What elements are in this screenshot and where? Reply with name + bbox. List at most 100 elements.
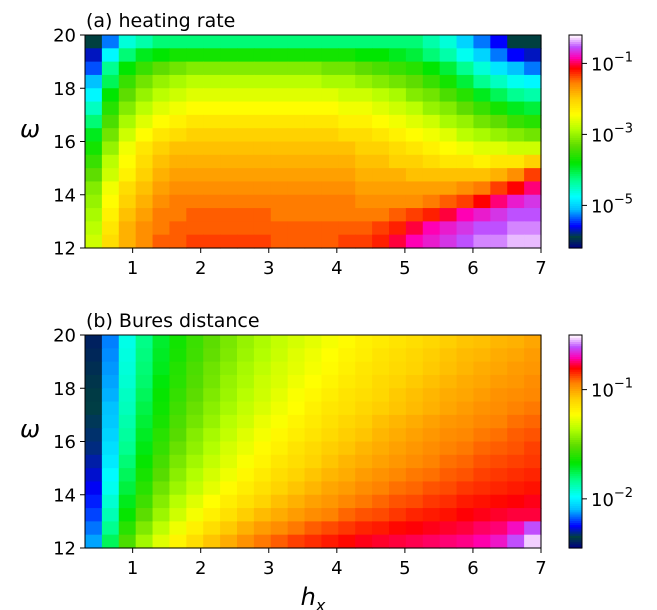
heatmap-cell (85, 441, 103, 456)
heatmap-cell (355, 74, 373, 89)
heatmap-cell (524, 88, 542, 103)
heatmap-cell (203, 348, 221, 363)
colorbar-segment (569, 358, 582, 362)
heatmap-cell (389, 74, 407, 89)
heatmap-cell (473, 481, 491, 496)
heatmap-cell (321, 468, 339, 483)
colorbar-segment (569, 49, 582, 53)
heatmap-cell (524, 208, 542, 222)
heatmap-cell (422, 361, 441, 376)
colorbar-segment (569, 398, 582, 402)
colorbar-segment (569, 86, 582, 89)
colorbar-segment (569, 518, 582, 521)
heatmap-cell (186, 88, 204, 103)
heatmap-cell (389, 335, 407, 349)
colorbar-segment (569, 539, 582, 543)
heatmap-cell (118, 401, 137, 416)
heatmap-cell (253, 208, 272, 222)
heatmap-cell (220, 494, 238, 509)
heatmap-cell (355, 388, 373, 403)
heatmap-cell (507, 414, 525, 429)
heatmap-cell (220, 128, 238, 143)
heatmap-cell (237, 468, 255, 483)
colorbar-segment (569, 379, 582, 383)
colorbar-segment (569, 537, 582, 541)
heatmap-cell (405, 335, 424, 349)
colorbar-segment (569, 432, 582, 436)
heatmap-cell (389, 35, 407, 49)
heatmap-cell (287, 401, 306, 416)
heatmap-cell (355, 468, 373, 483)
heatmap-cell (186, 388, 204, 403)
colorbar-segment (569, 171, 582, 175)
heatmap-cell (152, 48, 171, 63)
heatmap-cell (355, 454, 373, 469)
heatmap-cell (321, 454, 339, 469)
heatmap-cell (507, 221, 525, 236)
heatmap-cell (270, 168, 289, 183)
heatmap-cell (338, 74, 356, 89)
colorbar-segment (569, 388, 582, 391)
heatmap-cell (490, 128, 508, 143)
heatmap-cell (338, 234, 356, 249)
heatmap-cell (203, 128, 221, 143)
heatmap-cell (287, 74, 306, 89)
heatmap-cell (237, 521, 255, 536)
colorbar-segment (569, 411, 582, 415)
heatmap-cell (85, 128, 103, 143)
colorbar-segment (569, 458, 582, 462)
heatmap-cell (338, 361, 356, 376)
heatmap-cell (507, 128, 525, 143)
heatmap-cell (473, 88, 491, 103)
heatmap-cell (270, 481, 289, 496)
heatmap-cell (169, 74, 187, 89)
colorbar-segment (569, 205, 582, 209)
heatmap-cell (473, 128, 491, 143)
heatmap-cell (287, 234, 306, 249)
heatmap-cell (422, 234, 441, 249)
heatmap-cell (372, 154, 390, 169)
heatmap-cell (186, 61, 204, 76)
heatmap-cell (270, 114, 289, 129)
heatmap-cell (321, 521, 339, 536)
heatmap-cell (220, 48, 238, 63)
heatmap-cell (524, 35, 542, 49)
heatmap-cell (321, 388, 339, 403)
heatmap-cell (237, 414, 255, 429)
colorbar-segment (569, 196, 582, 200)
colorbar-segment (569, 422, 582, 426)
colorbar-segment (569, 366, 582, 370)
heatmap-cell (524, 154, 542, 169)
colorbar-segment (569, 390, 582, 394)
heatmap-cell (338, 401, 356, 416)
heatmap-cell (287, 388, 306, 403)
heatmap-cell (338, 221, 356, 236)
colorbar-segment (569, 469, 582, 472)
heatmap-cell (456, 454, 475, 469)
heatmap-cell (389, 61, 407, 76)
heatmap-cell (135, 128, 154, 143)
heatmap-cell (405, 234, 424, 249)
heatmap-cell (490, 401, 508, 416)
colorbar-segment (569, 37, 582, 40)
heatmap-cell (507, 168, 525, 183)
heatmap-cell (473, 168, 491, 183)
heatmap-cell (101, 88, 120, 103)
heatmap-cell (203, 428, 221, 443)
heatmap-cell (203, 481, 221, 496)
heatmap-cell (186, 534, 204, 549)
heatmap-cell (405, 61, 424, 76)
heatmap-cell (439, 141, 458, 156)
heatmap-cell (405, 74, 424, 89)
heatmap-cell (321, 335, 339, 349)
heatmap-cell (490, 508, 508, 522)
colorbar-segment (569, 415, 582, 419)
heatmap-cell (321, 194, 339, 209)
colorbar-segment (569, 396, 582, 400)
heatmap-cell (101, 221, 120, 236)
heatmap-cell (169, 534, 187, 549)
heatmap-cell (152, 441, 171, 456)
heatmap-cell (405, 454, 424, 469)
heatmap-cell (321, 128, 339, 143)
heatmap-cell (101, 141, 120, 156)
